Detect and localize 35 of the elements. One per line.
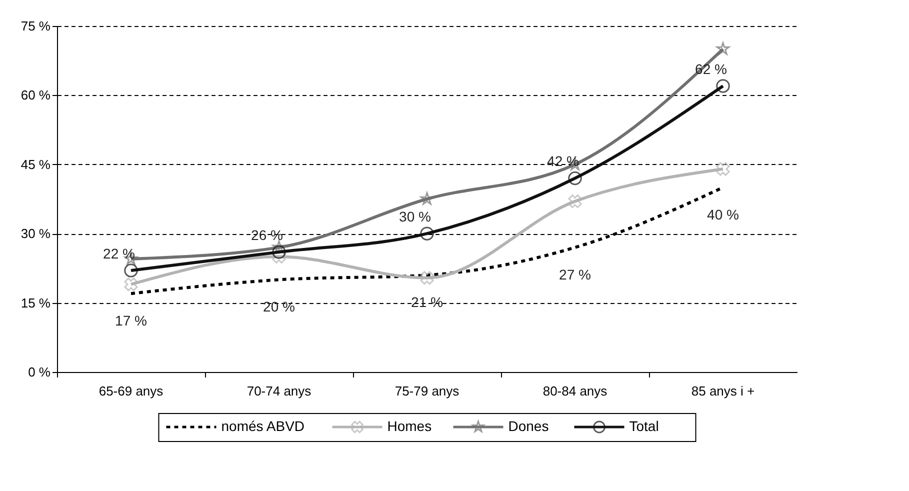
legend-label: només ABVD (221, 418, 305, 434)
data-label: 30 % (399, 208, 431, 225)
y-tick-label: 60 % (20, 88, 51, 103)
point (568, 171, 582, 186)
point (420, 192, 434, 205)
point (272, 245, 286, 259)
x-tick-label: 65-69 anys (98, 384, 164, 398)
point (124, 264, 138, 278)
y-tick-label: 15 % (20, 295, 51, 310)
x-tick-label: 80-84 anys (542, 384, 608, 398)
y-tick-label: 0 % (28, 364, 51, 380)
legend-label: Dones (508, 418, 549, 434)
data-label: 42 % (547, 153, 579, 170)
y-tick-label: 75 % (20, 18, 51, 34)
point (716, 162, 730, 176)
data-label: 22 % (103, 246, 135, 262)
point (420, 271, 434, 285)
x-tick-label: 85 anys i + (691, 384, 755, 398)
point (568, 194, 582, 208)
point (420, 226, 434, 240)
data-label: 40 % (707, 206, 739, 222)
data-label: 26 % (251, 227, 283, 244)
point (716, 79, 730, 93)
x-tick-label: 70-74 anys (246, 384, 312, 398)
point (124, 278, 138, 292)
data-label: 27 % (559, 266, 591, 282)
data-label: 17 % (115, 312, 147, 329)
legend-label: Total (629, 418, 659, 434)
y-tick-label: 30 % (20, 226, 51, 242)
x-tick-label: 75-79 anys (394, 384, 460, 398)
legend-label: Homes (387, 418, 432, 434)
point (716, 42, 730, 55)
y-tick-label: 45 % (20, 156, 51, 172)
data-label: 21 % (411, 294, 443, 310)
point (272, 240, 286, 254)
